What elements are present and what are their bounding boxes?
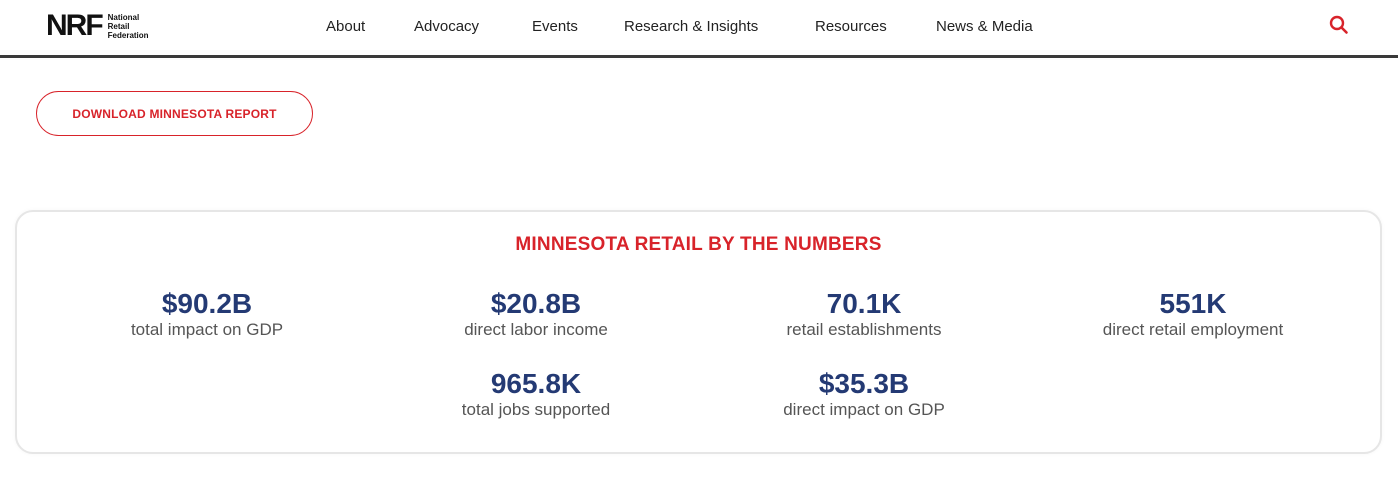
nav-item-news-media[interactable]: News & Media [936, 18, 1033, 35]
logo-line: National [107, 12, 140, 22]
stats-card-title: MINNESOTA RETAIL BY THE NUMBERS [515, 234, 882, 255]
stat-direct-impact-gdp: $35.3B direct impact on GDP [714, 368, 1014, 420]
stat-direct-labor-income: $20.8B direct labor income [386, 288, 686, 340]
nav-item-advocacy[interactable]: Advocacy [414, 18, 480, 35]
site-header: NRF National Retail Federation About Adv… [0, 0, 1398, 58]
nav-item-research-insights[interactable]: Research & Insights [624, 18, 759, 35]
nav-item-about[interactable]: About [326, 18, 366, 35]
logo-mark: NRF [46, 9, 104, 42]
logo-wordmark: National Retail Federation [108, 13, 149, 40]
search-icon[interactable] [1328, 14, 1350, 36]
stat-value: 551K [1159, 288, 1227, 319]
logo-line: Federation [107, 30, 149, 40]
stat-value: $90.2B [161, 288, 253, 319]
stat-value: 70.1K [826, 288, 902, 319]
nrf-logo[interactable]: NRF National Retail Federation [46, 10, 149, 42]
stat-value: $35.3B [818, 368, 910, 399]
nav-item-resources[interactable]: Resources [815, 18, 887, 35]
stat-total-impact-gdp: $90.2B total impact on GDP [57, 288, 357, 340]
stat-label: direct retail employment [1102, 320, 1284, 339]
stat-value: 965.8K [490, 368, 582, 399]
stat-total-jobs-supported: 965.8K total jobs supported [386, 368, 686, 420]
logo-line: Retail [107, 21, 130, 31]
stat-label: total jobs supported [461, 400, 611, 419]
download-report-button[interactable]: DOWNLOAD MINNESOTA REPORT [36, 91, 313, 136]
stat-direct-retail-employment: 551K direct retail employment [1043, 288, 1343, 340]
stat-value: $20.8B [490, 288, 582, 319]
stat-label: direct labor income [464, 320, 608, 339]
stat-label: total impact on GDP [130, 320, 284, 339]
nav-item-events[interactable]: Events [532, 18, 578, 35]
stat-label: retail establishments [786, 320, 942, 339]
stat-label: direct impact on GDP [783, 400, 945, 419]
stats-card: MINNESOTA RETAIL BY THE NUMBERS $90.2B t… [15, 210, 1382, 454]
stat-retail-establishments: 70.1K retail establishments [714, 288, 1014, 340]
